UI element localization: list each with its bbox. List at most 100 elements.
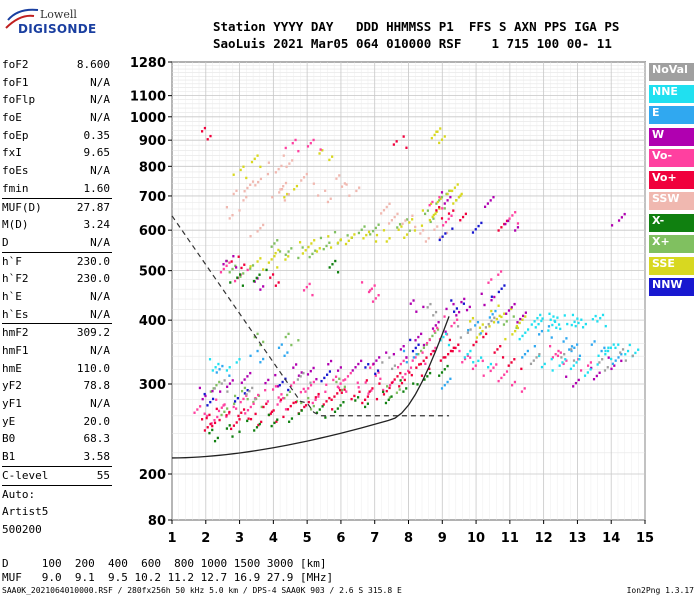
data-point <box>438 236 442 239</box>
y-tick-label: 800 <box>139 160 166 175</box>
data-point <box>376 369 380 372</box>
data-point <box>286 393 289 397</box>
data-point <box>304 249 307 252</box>
data-point <box>375 397 379 401</box>
data-point <box>428 367 431 371</box>
data-point <box>416 383 419 386</box>
data-point <box>441 235 444 238</box>
data-point <box>271 196 274 199</box>
data-point <box>372 362 375 366</box>
param-key: h`Es <box>2 307 29 321</box>
data-point <box>431 327 435 330</box>
param-value: N/A <box>90 397 110 411</box>
legend-item-w: W <box>649 127 694 146</box>
data-point <box>624 359 627 362</box>
param-row: foEp 0.35 <box>2 127 112 145</box>
data-point <box>497 290 500 294</box>
data-point <box>385 351 388 354</box>
data-point <box>220 413 223 417</box>
data-point <box>386 385 389 388</box>
data-point <box>289 404 292 408</box>
x-tick-label: 15 <box>636 531 654 546</box>
data-point <box>610 224 614 227</box>
param-key: hmF1 <box>2 344 29 357</box>
data-point <box>259 177 263 181</box>
data-point <box>609 346 613 349</box>
data-point <box>445 231 449 235</box>
data-point <box>489 362 493 366</box>
data-point <box>302 176 306 179</box>
version-label: Ion2Png 1.3.17 <box>626 586 694 595</box>
data-point <box>245 393 248 396</box>
header-row2: SaoLuis 2021 Mar05 064 010000 RSF 1 715 … <box>213 36 612 51</box>
data-point <box>230 260 233 263</box>
data-point <box>236 276 239 279</box>
data-point <box>228 271 231 274</box>
data-point <box>255 426 259 429</box>
data-point <box>497 273 500 276</box>
data-point <box>284 408 288 411</box>
data-point <box>237 414 240 418</box>
data-point <box>550 336 553 339</box>
data-point <box>510 361 513 364</box>
param-key: fxI <box>2 146 22 160</box>
data-point <box>382 393 386 396</box>
autoscale-text: Artist5 <box>2 505 49 519</box>
data-point <box>333 410 337 413</box>
param-value: N/A <box>90 289 110 303</box>
data-point <box>282 185 285 188</box>
x-tick-label: 6 <box>336 531 345 546</box>
data-point <box>254 412 257 416</box>
data-point <box>279 398 283 401</box>
data-point <box>238 418 241 421</box>
data-point <box>228 374 231 377</box>
data-point <box>339 404 342 407</box>
data-point <box>521 318 524 321</box>
data-point <box>494 309 497 313</box>
data-point <box>364 366 367 369</box>
data-point <box>562 362 565 366</box>
data-point <box>463 297 466 301</box>
data-point <box>203 392 206 396</box>
data-point <box>222 267 225 271</box>
data-point <box>472 343 475 347</box>
data-point <box>307 245 310 249</box>
data-point <box>272 409 275 412</box>
data-point <box>312 380 315 384</box>
data-point <box>436 200 439 204</box>
data-point <box>301 246 304 249</box>
data-point <box>484 326 488 329</box>
data-point <box>388 386 391 390</box>
data-point <box>418 363 421 366</box>
data-point <box>604 349 607 353</box>
data-point <box>402 349 406 353</box>
data-point <box>340 185 344 188</box>
data-point <box>367 363 370 366</box>
data-point <box>211 424 214 428</box>
station-header: Station YYYY DAY DDD HHMMSS P1 FFS S AXN… <box>213 18 619 52</box>
data-point <box>464 212 467 216</box>
file-info-line: SAA0K_2021064010000.RSF / 280fx256h 50 k… <box>2 586 402 595</box>
data-point <box>453 186 457 189</box>
data-point <box>342 400 345 404</box>
data-point <box>559 327 562 331</box>
data-point <box>309 369 312 373</box>
data-point <box>331 155 334 158</box>
data-point <box>458 310 461 314</box>
data-point <box>308 255 311 259</box>
data-point <box>338 388 342 392</box>
data-point <box>483 205 487 208</box>
data-point <box>431 349 434 353</box>
data-point <box>530 323 533 326</box>
data-point <box>447 343 451 347</box>
data-point <box>377 223 380 226</box>
data-point <box>526 349 529 353</box>
data-point <box>211 428 214 432</box>
data-point <box>399 362 402 366</box>
data-point <box>504 222 507 226</box>
data-point <box>490 319 493 323</box>
data-point <box>361 401 364 405</box>
data-point <box>259 257 262 260</box>
data-point <box>265 268 268 272</box>
data-point <box>396 212 399 216</box>
